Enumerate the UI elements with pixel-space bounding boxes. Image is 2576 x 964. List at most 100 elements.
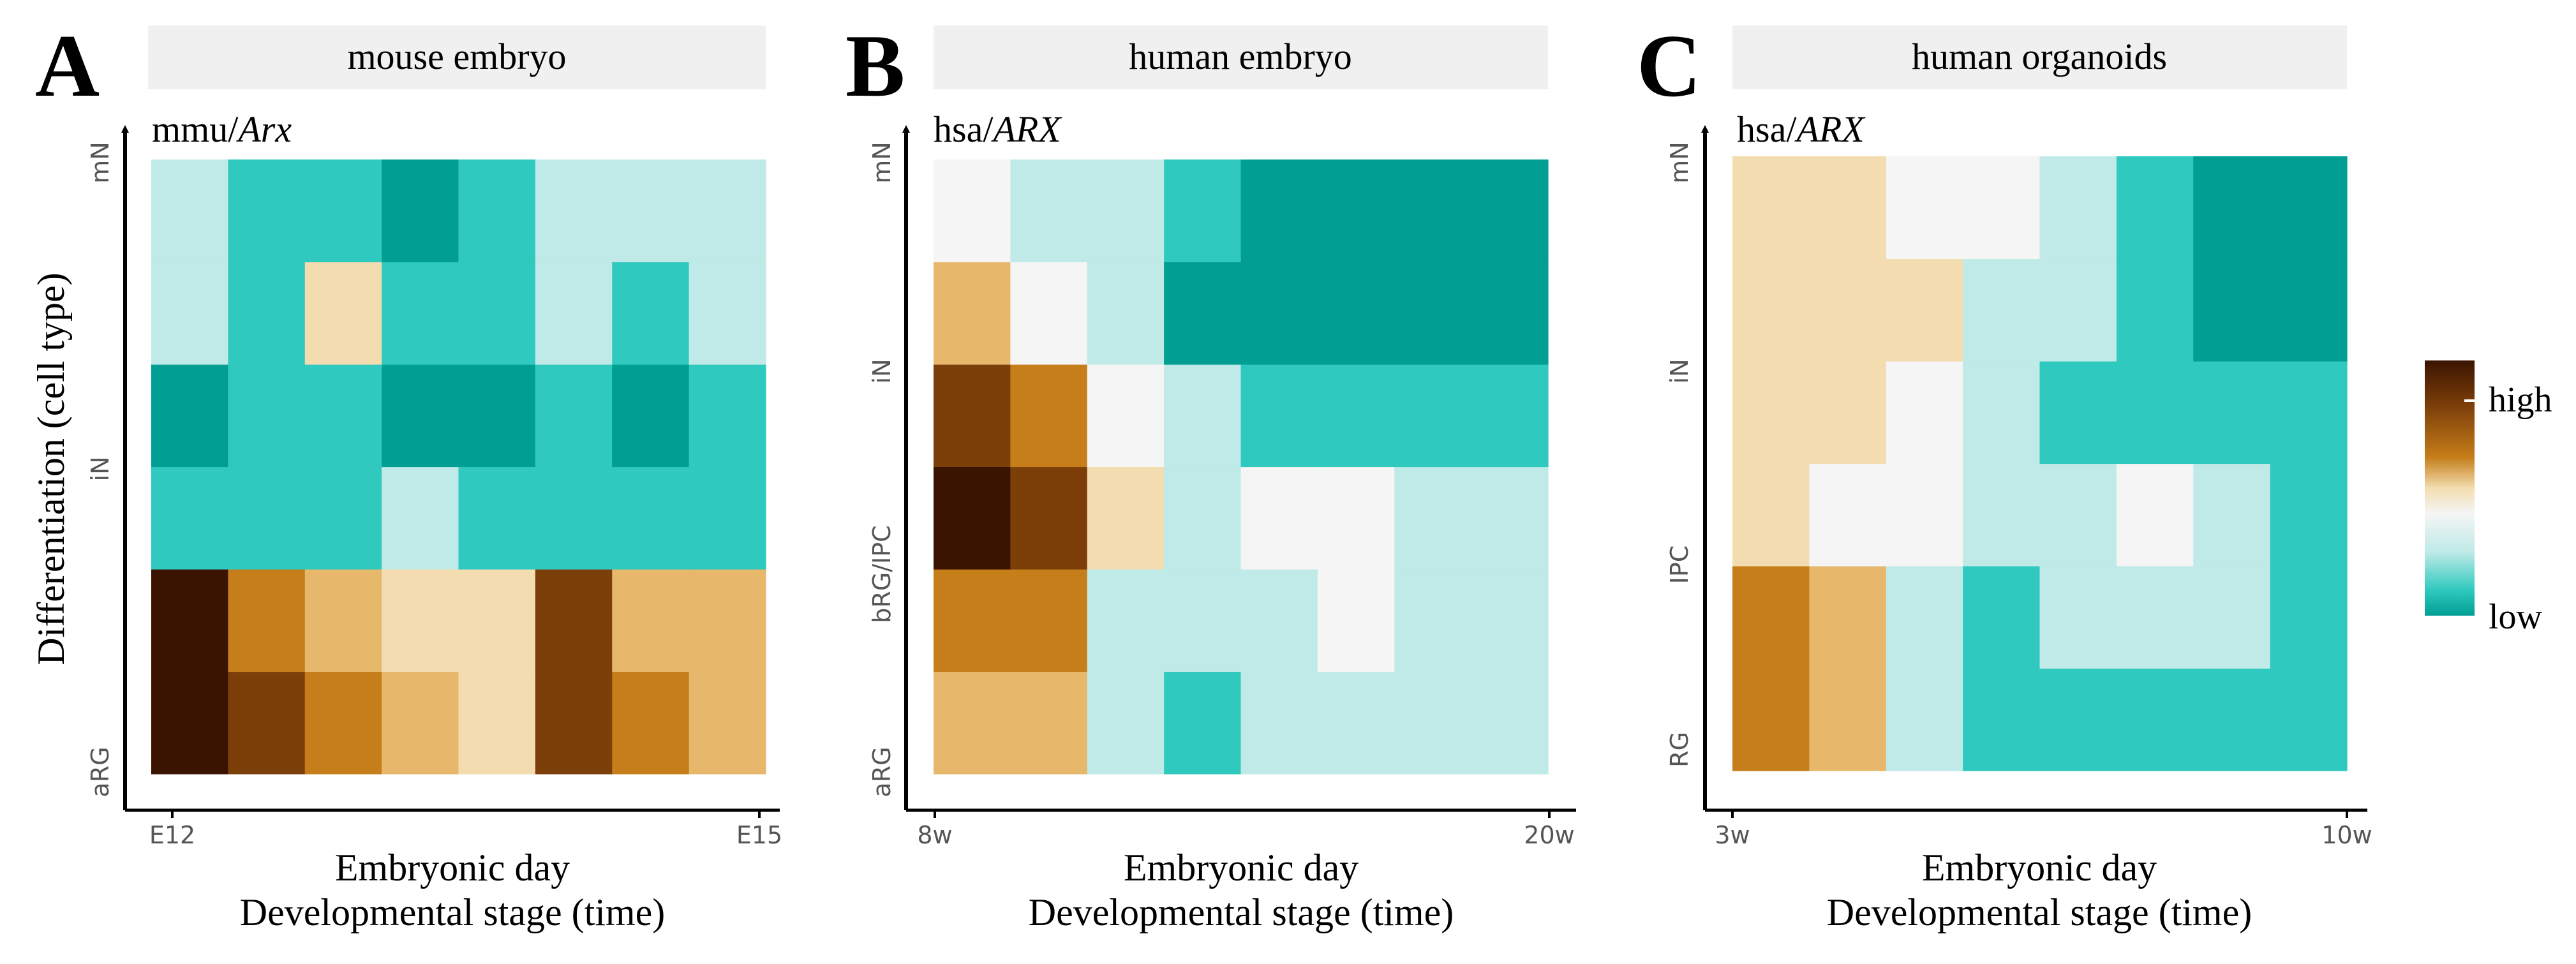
heatmap-cell <box>1809 361 1887 464</box>
heatmap-cell <box>1164 159 1242 263</box>
heatmap-cell <box>934 671 1011 775</box>
heatmap-cell <box>1809 566 1887 669</box>
panel-a-x-axis-subtitle: Developmental stage (time) <box>240 891 665 933</box>
heatmap-cell <box>458 466 536 570</box>
panel-c-y-tick-label-0: RG <box>1665 732 1694 767</box>
heatmap-cell <box>612 262 690 365</box>
heatmap-cell <box>2193 566 2271 669</box>
heatmap-cell <box>1963 156 2041 260</box>
heatmap-cell <box>1087 466 1165 570</box>
heatmap-cell <box>612 671 690 775</box>
heatmap-cell <box>382 671 459 775</box>
panel-b-title: human embryo <box>1129 36 1352 77</box>
heatmap-cell <box>689 466 766 570</box>
heatmap-cell <box>1886 156 1963 260</box>
heatmap-cell <box>1394 159 1472 263</box>
heatmap-cell <box>1886 463 1963 567</box>
heatmap-cell <box>1732 258 1810 362</box>
heatmap-cell <box>2270 463 2348 567</box>
heatmap-cell <box>1317 262 1395 365</box>
color-legend: high low <box>2425 360 2552 637</box>
heatmap-cell <box>2039 566 2117 669</box>
heatmap-cell <box>1240 671 1318 775</box>
heatmap-cell <box>535 364 613 468</box>
heatmap-cell <box>1886 361 1963 464</box>
heatmap-cell <box>1471 671 1549 775</box>
heatmap-cell <box>304 262 382 365</box>
heatmap-cell <box>689 671 766 775</box>
heatmap-cell <box>2193 668 2271 771</box>
heatmap-cell <box>458 262 536 365</box>
heatmap-cell <box>1809 258 1887 362</box>
heatmap-cell <box>1471 466 1549 570</box>
panel-a: A mouse embryo mmu/Arx E12 E15 aRG iN mN… <box>30 17 782 933</box>
heatmap-cell <box>1087 364 1165 468</box>
panel-a-y-tick-label-1: iN <box>86 457 114 482</box>
heatmap-cell <box>934 364 1011 468</box>
panel-a-title-bar <box>148 26 766 89</box>
heatmap-cell <box>1394 466 1472 570</box>
heatmap-cell <box>2039 463 2117 567</box>
heatmap-cell <box>1394 364 1472 468</box>
heatmap-cell <box>2039 668 2117 771</box>
heatmap-cell <box>2270 668 2348 771</box>
heatmap-cell <box>1809 463 1887 567</box>
heatmap-cell <box>1164 262 1242 365</box>
heatmap-cell <box>151 466 228 570</box>
heatmap-cell <box>1087 159 1165 263</box>
panel-b-gene-prefix: hsa/ <box>934 108 994 150</box>
heatmap-cell <box>1010 569 1088 672</box>
heatmap-cell <box>1240 159 1318 263</box>
heatmap-cell <box>1471 159 1549 263</box>
panel-c-gene-prefix: hsa/ <box>1737 108 1797 150</box>
heatmap-cell <box>934 262 1011 365</box>
heatmap-cell <box>1240 364 1318 468</box>
heatmap-cell <box>1010 466 1088 570</box>
heatmap-cell <box>2116 566 2194 669</box>
panel-b-x-tick-label-1: 20w <box>1524 821 1574 849</box>
panel-a-y-tick-label-0: aRG <box>86 746 114 797</box>
panel-c-title-bar <box>1732 26 2347 89</box>
heatmap-cell <box>1963 668 2041 771</box>
heatmap-cell <box>228 262 306 365</box>
heatmap-cell <box>1394 569 1472 672</box>
panel-c: C human organoids hsa/ARX 3w 10w RG IPC … <box>1637 17 2372 933</box>
panel-b-x-axis-title: Embryonic day <box>1124 847 1359 889</box>
panel-b-y-tick-label-3: mN <box>868 142 896 183</box>
heatmap-cell <box>2270 258 2348 362</box>
heatmap-cell <box>1240 466 1318 570</box>
heatmap-cell <box>1886 258 1963 362</box>
heatmap-cell <box>934 466 1011 570</box>
heatmap-cell <box>228 364 306 468</box>
heatmap-cell <box>382 262 459 365</box>
panel-a-y-axis-title: Differentiation (cell type) <box>30 272 72 665</box>
panel-a-label: A <box>35 17 100 115</box>
panel-a-x-axis-title: Embryonic day <box>335 847 570 889</box>
heatmap-cell <box>1963 566 2041 669</box>
panel-c-y-tick-label-2: iN <box>1665 359 1694 384</box>
heatmap-cell <box>458 671 536 775</box>
heatmap-cell <box>1394 262 1472 365</box>
heatmap-cell <box>1886 566 1963 669</box>
heatmap-cell <box>458 364 536 468</box>
panel-b-y-tick-label-2: iN <box>868 359 896 384</box>
heatmap-cell <box>2116 258 2194 362</box>
panel-a-heatmap <box>151 159 766 775</box>
heatmap-cell <box>1317 159 1395 263</box>
heatmap-cell <box>1732 668 1810 771</box>
heatmap-cell <box>1732 361 1810 464</box>
heatmap-cell <box>689 159 766 263</box>
heatmap-cell <box>1010 159 1088 263</box>
panel-c-heatmap <box>1732 156 2348 771</box>
heatmap-cell <box>2193 361 2271 464</box>
heatmap-cell <box>1010 364 1088 468</box>
panel-b-heatmap <box>934 159 1549 775</box>
legend-color-bar <box>2425 360 2475 616</box>
heatmap-cell <box>612 159 690 263</box>
heatmap-cell <box>1471 364 1549 468</box>
heatmap-cell <box>458 159 536 263</box>
heatmap-cell <box>1087 262 1165 365</box>
legend-low-label: low <box>2489 597 2543 637</box>
panel-b-label: B <box>845 17 905 115</box>
